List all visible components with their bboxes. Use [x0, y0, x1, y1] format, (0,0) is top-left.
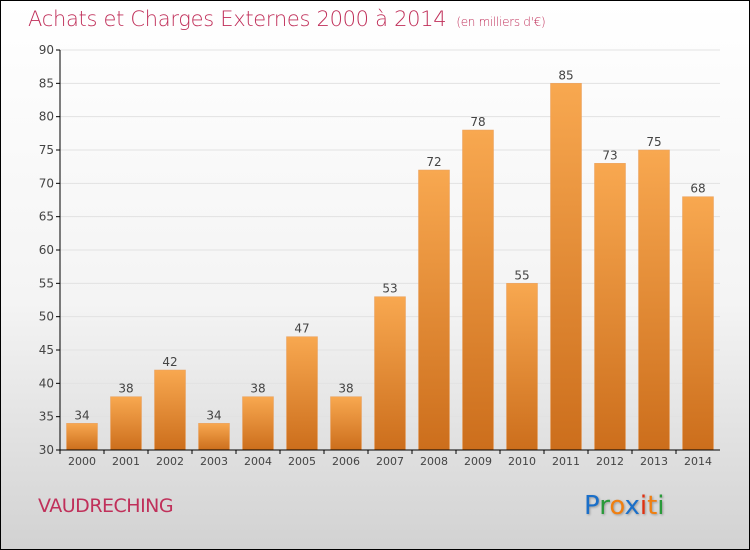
logo-letter: o [609, 491, 625, 521]
y-tick-label: 65 [39, 210, 54, 224]
bar [550, 83, 582, 451]
unit-label: (en milliers d'€) [456, 15, 546, 29]
y-tick-label: 30 [39, 443, 54, 457]
logo-letter: i [639, 491, 648, 521]
town-name: VAUDRECHING [38, 495, 174, 517]
bar [154, 369, 186, 451]
data-label: 78 [470, 115, 485, 129]
x-tick-label: 2004 [244, 455, 272, 468]
data-label: 73 [602, 148, 617, 162]
x-tick-label: 2001 [112, 455, 140, 468]
chart-title: Achats et Charges Externes 2000 à 2014 (e… [28, 7, 546, 31]
bar [462, 129, 494, 451]
logo-letter: i [657, 491, 665, 521]
bar [286, 336, 318, 451]
data-label: 72 [426, 155, 441, 169]
y-tick-label: 55 [39, 276, 54, 290]
data-label: 42 [162, 355, 177, 369]
y-tick-label: 85 [39, 76, 54, 90]
x-tick-label: 2011 [552, 455, 580, 468]
bar [594, 163, 626, 451]
logo-letter: x [624, 491, 640, 521]
logo-letter: t [647, 491, 658, 521]
proxiti-logo: Proxiti [584, 491, 665, 521]
data-label: 38 [118, 382, 133, 396]
y-tick-label: 90 [39, 43, 54, 57]
y-tick-label: 45 [39, 343, 54, 357]
bar [198, 423, 230, 451]
y-tick-label: 50 [39, 310, 54, 324]
logo-letter: r [599, 491, 610, 521]
x-tick-label: 2007 [376, 455, 404, 468]
bar [506, 283, 538, 451]
bar [242, 396, 274, 451]
data-label: 38 [338, 382, 353, 396]
y-tick-label: 80 [39, 110, 54, 124]
bar [418, 169, 450, 451]
x-tick-label: 2008 [420, 455, 448, 468]
y-tick-label: 75 [39, 143, 54, 157]
x-tick-label: 2003 [200, 455, 228, 468]
y-tick-label: 40 [39, 376, 54, 390]
data-label: 68 [690, 182, 705, 196]
data-label: 47 [294, 322, 309, 336]
y-tick-label: 35 [39, 410, 54, 424]
bar [374, 296, 406, 451]
data-label: 55 [514, 268, 529, 282]
bar [110, 396, 142, 451]
bar [682, 196, 714, 451]
x-tick-label: 2005 [288, 455, 316, 468]
data-label: 85 [558, 68, 573, 82]
logo-letter: P [584, 491, 600, 521]
x-tick-label: 2012 [596, 455, 624, 468]
data-label: 75 [646, 135, 661, 149]
x-tick-label: 2013 [640, 455, 668, 468]
y-tick-label: 70 [39, 176, 54, 190]
title-text: Achats et Charges Externes 2000 à 2014 [28, 7, 447, 31]
x-tick-label: 2014 [684, 455, 712, 468]
y-tick-label: 60 [39, 243, 54, 257]
x-tick-label: 2000 [68, 455, 96, 468]
x-tick-label: 2002 [156, 455, 184, 468]
x-tick-label: 2006 [332, 455, 360, 468]
x-tick-label: 2009 [464, 455, 492, 468]
data-label: 34 [206, 408, 221, 422]
bar [330, 396, 362, 451]
data-label: 38 [250, 382, 265, 396]
data-label: 53 [382, 282, 397, 296]
x-tick-label: 2010 [508, 455, 536, 468]
bar [638, 149, 670, 451]
data-label: 34 [74, 408, 89, 422]
bar [66, 423, 98, 451]
